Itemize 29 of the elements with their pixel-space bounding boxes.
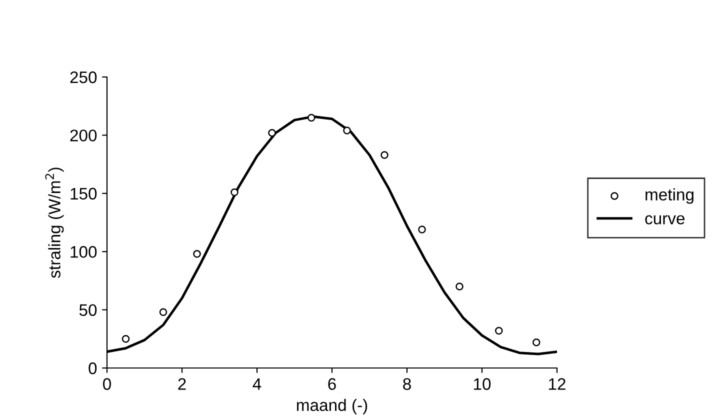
point xyxy=(494,326,503,335)
point xyxy=(268,128,276,137)
x-tick-label: 6 xyxy=(328,378,336,390)
point xyxy=(532,338,540,346)
legend-label: curve xyxy=(645,215,685,224)
x-axis-title: maand (-) xyxy=(296,398,368,414)
point xyxy=(307,114,316,122)
y-tick-label: 200 xyxy=(70,130,97,142)
point xyxy=(230,188,238,196)
point xyxy=(343,126,351,134)
y-tick-label: 250 xyxy=(70,71,97,84)
x-tick-label: 10 xyxy=(474,378,491,390)
y-tick-label: 50 xyxy=(79,304,97,316)
point xyxy=(159,308,168,316)
y-tick-label: 100 xyxy=(70,246,97,258)
legend-label: meting xyxy=(646,188,694,204)
point xyxy=(456,282,464,290)
x-tick-label: 0 xyxy=(103,378,111,390)
x-tick-label: 4 xyxy=(252,378,262,390)
y-tick-label: 0 xyxy=(88,362,97,374)
point xyxy=(380,151,388,159)
point xyxy=(193,250,201,258)
y-tick-label: 150 xyxy=(70,188,97,200)
point xyxy=(418,226,426,234)
point xyxy=(122,335,130,343)
x-tick-label: 2 xyxy=(178,378,186,390)
y-axis-title: straling (W/m$^{2}$) xyxy=(45,168,64,278)
x-tick-label: 12 xyxy=(549,378,566,390)
x-tick-label: 8 xyxy=(403,378,411,390)
